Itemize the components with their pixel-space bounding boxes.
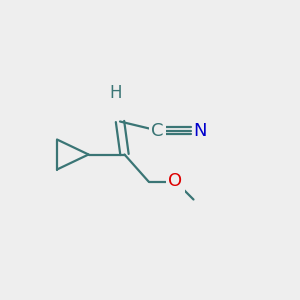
Text: N: N xyxy=(194,122,207,140)
Text: C: C xyxy=(151,122,164,140)
Text: O: O xyxy=(168,172,183,190)
Text: H: H xyxy=(109,84,122,102)
